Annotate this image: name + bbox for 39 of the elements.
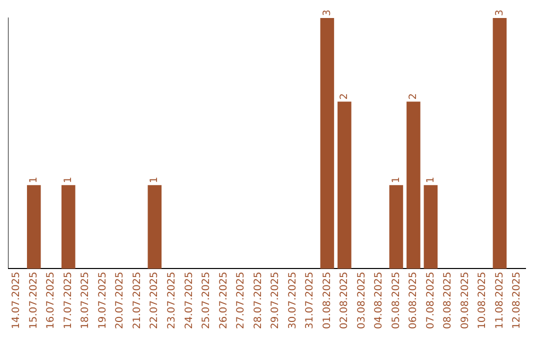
x-tick-label: 30.07.2025 [287,272,298,330]
x-tick-label: 26.07.2025 [218,272,230,330]
x-tick-label: 06.08.2025 [408,272,420,330]
x-tick-label: 16.07.2025 [46,272,57,330]
x-tick-label: 04.08.2025 [374,272,385,330]
x-tick-label: 12.08.2025 [512,272,523,330]
x-tick-label: 11.08.2025 [494,272,506,330]
data-label: 1 [149,176,160,184]
data-label: 2 [408,93,420,100]
x-tick-label: 22.07.2025 [149,272,160,330]
x-tick-label: 05.08.2025 [390,272,402,330]
x-tick-label: 31.07.2025 [304,272,316,330]
x-tick-label: 21.07.2025 [132,272,143,330]
data-label: 1 [62,176,74,184]
x-tick-label: 19.07.2025 [97,272,108,330]
x-tick-label: 03.08.2025 [356,272,368,330]
x-tick-label: 29.07.2025 [270,272,282,330]
x-tick-label: 20.07.2025 [114,272,126,330]
x-tick-label: 15.07.2025 [28,272,40,330]
data-label: 2 [339,93,350,100]
x-tick-label: 17.07.2025 [62,272,74,330]
x-tick-label: 23.07.2025 [166,272,178,330]
x-tick-label: 24.07.2025 [184,272,195,330]
data-label: 1 [28,176,40,184]
x-tick-label: 08.08.2025 [442,272,454,330]
data-label: 1 [425,176,436,184]
x-tick-label: 28.07.2025 [252,272,264,330]
x-tick-label: 01.08.2025 [322,272,333,330]
x-tick-label: 27.07.2025 [236,272,247,330]
x-tick-label: 10.08.2025 [477,272,488,330]
x-tick-label: 07.08.2025 [425,272,436,330]
x-tick-label: 14.07.2025 [11,272,22,330]
x-tick-label: 02.08.2025 [339,272,350,330]
x-tick-label: 25.07.2025 [201,272,212,330]
data-label: 1 [390,176,402,184]
x-tick-label: 18.07.2025 [80,272,92,330]
x-tick-label: 09.08.2025 [460,272,471,330]
data-label: 3 [322,10,333,16]
data-label: 3 [494,10,506,16]
